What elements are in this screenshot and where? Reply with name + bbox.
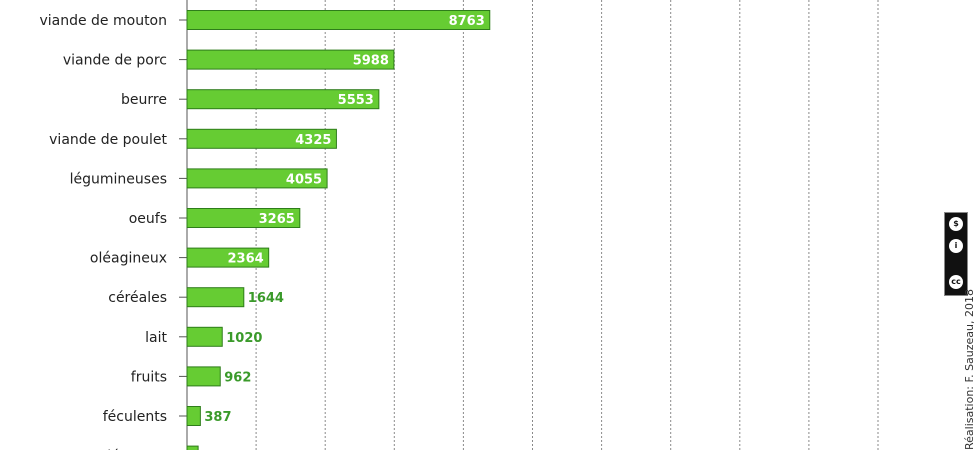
data-label: 3265 — [259, 212, 295, 227]
data-label: 5988 — [353, 54, 389, 69]
data-label: 1020 — [226, 331, 262, 346]
data-label: 1644 — [248, 291, 284, 306]
credit-text: Réalisation: F. Sauzeau, 2018 — [963, 288, 976, 450]
bar — [186, 287, 245, 308]
category-label: viande de poulet — [49, 132, 167, 148]
data-label: 4055 — [286, 172, 322, 187]
data-label: 2364 — [227, 252, 263, 267]
bar — [186, 247, 270, 268]
bar — [186, 406, 201, 426]
bar — [186, 366, 221, 387]
category-label: oléagineux — [90, 251, 167, 267]
category-label: légumineuses — [70, 171, 167, 187]
data-label: 962 — [224, 370, 251, 385]
data-label: 8763 — [449, 14, 485, 29]
bar — [186, 49, 395, 70]
category-label: fruits — [131, 369, 167, 385]
bar — [186, 326, 223, 347]
data-label: 4325 — [295, 133, 331, 148]
data-label: 387 — [204, 410, 231, 425]
nc-icon: $ — [949, 217, 963, 231]
bar — [186, 445, 199, 450]
cc-license-badge: $ i cc — [944, 212, 968, 296]
category-label: féculents — [103, 409, 167, 425]
category-label: légumes — [107, 449, 167, 450]
bar — [186, 10, 491, 30]
bar — [186, 89, 380, 110]
data-label: 5553 — [338, 93, 374, 108]
by-icon: i — [949, 239, 963, 253]
category-label: beurre — [121, 92, 167, 108]
category-label: oeufs — [129, 211, 167, 227]
cc-icon: cc — [949, 275, 963, 289]
bar — [186, 208, 301, 228]
bar — [186, 128, 337, 149]
category-label: viande de porc — [63, 53, 167, 69]
bar — [186, 168, 328, 189]
category-label: céréales — [108, 290, 167, 306]
category-label: lait — [145, 330, 167, 346]
category-label: viande de mouton — [39, 13, 167, 29]
